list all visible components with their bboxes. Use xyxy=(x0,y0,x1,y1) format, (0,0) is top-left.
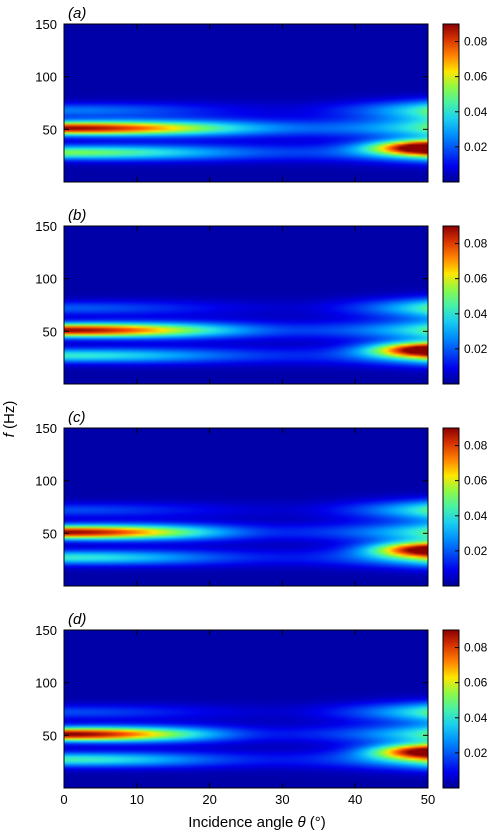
colorbar xyxy=(442,23,460,183)
colorbar-tick-label: 0.06 xyxy=(464,474,488,488)
y-axis-label-unit: (Hz) xyxy=(1,401,18,434)
colorbar-tick-label: 0.02 xyxy=(464,342,488,356)
y-tick-label: 150 xyxy=(35,17,57,32)
x-axis-label: Incidence angle θ (°) xyxy=(188,814,326,831)
y-axis-label-symbol: f xyxy=(1,431,18,437)
y-tick-label: 150 xyxy=(35,421,57,436)
panel-a: 50 100 150 (a) 0.02 0.04 0.06 0.08 xyxy=(35,5,488,183)
panel-label: (d) xyxy=(68,611,86,628)
y-tick-label: 50 xyxy=(43,728,57,743)
y-tick-label: 100 xyxy=(35,70,57,85)
y-tick-label: 50 xyxy=(43,324,57,339)
y-tick-label: 100 xyxy=(35,272,57,287)
y-tick-label: 150 xyxy=(35,623,57,638)
colorbar-tick-label: 0.02 xyxy=(464,544,488,558)
panels: 50100150(a)0.020.040.060.0850100150(b)0.… xyxy=(35,5,487,807)
heatmap-field xyxy=(64,428,428,586)
x-axis-label-symbol: θ xyxy=(297,814,305,831)
colorbar-tick-label: 0.08 xyxy=(464,237,488,251)
colorbar-tick-label: 0.02 xyxy=(464,140,488,154)
colorbar xyxy=(442,427,460,587)
colorbar-tick-label: 0.04 xyxy=(464,711,488,725)
colorbar-tick-label: 0.08 xyxy=(464,641,488,655)
colorbar-tick-label: 0.06 xyxy=(464,272,488,286)
plot-frame xyxy=(63,23,429,183)
plot-frame xyxy=(63,225,429,385)
colorbar-tick-label: 0.08 xyxy=(464,439,488,453)
panel-d: 0 10 20 30 40 50 50 100 150 (d) 0.02 0.04 0.06 0.08 xyxy=(35,611,487,807)
y-tick-label: 50 xyxy=(43,526,57,541)
colorbar-tick-label: 0.08 xyxy=(464,35,488,49)
x-tick-label: 40 xyxy=(348,792,362,807)
panel-b: 50 100 150 (b) 0.02 0.04 0.06 0.08 xyxy=(35,207,488,385)
colorbar xyxy=(442,629,460,789)
colorbar-tick-label: 0.04 xyxy=(464,307,488,321)
y-tick-label: 100 xyxy=(35,676,57,691)
panel-label: (c) xyxy=(68,409,86,426)
x-tick-label: 0 xyxy=(60,792,67,807)
heatmap-field xyxy=(64,24,428,182)
panel-label: (a) xyxy=(68,5,86,22)
x-tick-label: 20 xyxy=(202,792,216,807)
y-tick-label: 50 xyxy=(43,122,57,137)
y-axis-label: f (Hz) xyxy=(1,401,18,438)
plot-frame xyxy=(63,629,429,789)
x-axis-label-unit: (°) xyxy=(306,814,326,831)
colorbar-tick-label: 0.04 xyxy=(464,105,488,119)
panel-c: 50 100 150 (c) 0.02 0.04 0.06 0.08 xyxy=(35,409,488,587)
x-tick-label: 50 xyxy=(421,792,435,807)
colorbar-tick-label: 0.06 xyxy=(464,70,488,84)
panel-label: (b) xyxy=(68,207,86,224)
colorbar-tick-label: 0.02 xyxy=(464,746,488,760)
colorbar xyxy=(442,225,460,385)
y-tick-label: 100 xyxy=(35,474,57,489)
x-tick-label: 10 xyxy=(130,792,144,807)
colorbar-tick-label: 0.04 xyxy=(464,509,488,523)
heatmap-field xyxy=(64,630,428,788)
x-axis-label-text: Incidence angle xyxy=(188,814,297,831)
x-tick-label: 30 xyxy=(275,792,289,807)
heatmap-field xyxy=(64,226,428,384)
plot-frame xyxy=(63,427,429,587)
y-tick-label: 150 xyxy=(35,219,57,234)
colorbar-tick-label: 0.06 xyxy=(464,676,488,690)
